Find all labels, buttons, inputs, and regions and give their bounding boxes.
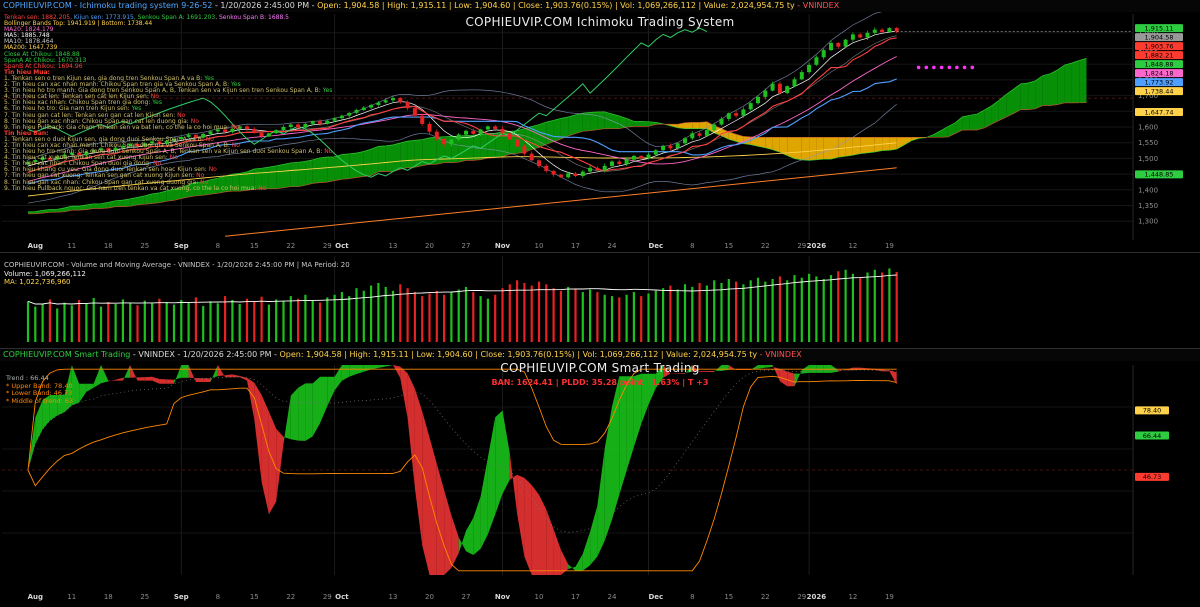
svg-text:20: 20 xyxy=(425,593,434,601)
svg-text:Sep: Sep xyxy=(174,242,189,250)
svg-text:22: 22 xyxy=(286,593,295,601)
svg-text:18: 18 xyxy=(104,242,113,250)
svg-text:22: 22 xyxy=(761,593,770,601)
svg-text:24: 24 xyxy=(608,242,617,250)
svg-text:1,824.18: 1,824.18 xyxy=(1145,69,1174,77)
svg-text:1,882.21: 1,882.21 xyxy=(1145,51,1174,59)
titlebar-segment: - VNINDEX xyxy=(757,350,802,359)
svg-text:1,350: 1,350 xyxy=(1138,202,1158,210)
svg-text:12: 12 xyxy=(848,593,857,601)
svg-text:Aug: Aug xyxy=(28,593,43,601)
ichimoku-chart[interactable]: 1,9001,8501,8001,7501,7001,6501,6001,550… xyxy=(0,12,1200,252)
svg-text:1,848.88: 1,848.88 xyxy=(1145,60,1174,68)
titlebar-segment: COPHIEUVIP.COM - Ichimoku trading system… xyxy=(3,1,213,10)
svg-text:29: 29 xyxy=(323,242,332,250)
svg-text:10: 10 xyxy=(535,593,544,601)
svg-text:29: 29 xyxy=(797,593,806,601)
titlebar-segment: - VNINDEX xyxy=(794,1,840,10)
smart-trading-pane-titlebar[interactable]: COPHIEUVIP.COM Smart Trading - VNINDEX -… xyxy=(0,348,1200,361)
volume-panel: COPHIEUVIP.COM - Volume and Moving Avera… xyxy=(0,252,1200,348)
svg-text:25: 25 xyxy=(140,593,149,601)
svg-text:17: 17 xyxy=(571,593,580,601)
svg-text:12: 12 xyxy=(848,242,857,250)
svg-text:25: 25 xyxy=(140,242,149,250)
svg-text:27: 27 xyxy=(462,242,471,250)
svg-text:1,300: 1,300 xyxy=(1138,218,1158,226)
svg-text:15: 15 xyxy=(250,593,259,601)
smart-trading-panel: 78.40 66.44 46.73 Aug 11 18 25 Sep 8 15 22 29 Oct 13 2… xyxy=(0,359,1200,607)
svg-text:1,550: 1,550 xyxy=(1138,139,1158,147)
svg-text:Dec: Dec xyxy=(648,593,663,601)
svg-text:1,915.11: 1,915.11 xyxy=(1145,24,1174,32)
svg-text:Oct: Oct xyxy=(335,593,349,601)
svg-text:15: 15 xyxy=(250,242,259,250)
svg-text:1,700: 1,700 xyxy=(1138,92,1158,100)
svg-text:8: 8 xyxy=(216,593,220,601)
svg-text:11: 11 xyxy=(67,242,76,250)
svg-text:66.44: 66.44 xyxy=(1143,432,1162,440)
svg-text:24: 24 xyxy=(608,593,617,601)
titlebar-segment: COPHIEUVIP.COM Smart Trading xyxy=(3,350,131,359)
titlebar-segment: - VNINDEX - 1/20/2026 2:45:00 PM - xyxy=(130,350,280,359)
titlebar-segment: Open: 1,904.58 | High: 1,915.11 | Low: 1… xyxy=(279,350,758,359)
svg-text:1,738.44: 1,738.44 xyxy=(1145,87,1174,95)
svg-text:Dec: Dec xyxy=(648,242,663,250)
svg-text:1,400: 1,400 xyxy=(1138,186,1158,194)
svg-text:15: 15 xyxy=(724,593,733,601)
svg-text:13: 13 xyxy=(389,242,398,250)
svg-text:19: 19 xyxy=(885,593,894,601)
svg-text:1,773.92: 1,773.92 xyxy=(1145,78,1174,86)
svg-text:46.73: 46.73 xyxy=(1143,473,1162,481)
svg-text:1,904.58: 1,904.58 xyxy=(1145,33,1174,41)
svg-text:27: 27 xyxy=(462,593,471,601)
ichimoku-pane-titlebar[interactable]: COPHIEUVIP.COM - Ichimoku trading system… xyxy=(0,0,1200,12)
volume-chart[interactable] xyxy=(0,252,1200,348)
svg-text:13: 13 xyxy=(389,593,398,601)
svg-text:Nov: Nov xyxy=(495,593,511,601)
svg-text:22: 22 xyxy=(761,242,770,250)
svg-text:Nov: Nov xyxy=(495,242,511,250)
svg-text:78.40: 78.40 xyxy=(1143,407,1162,415)
svg-text:19: 19 xyxy=(885,242,894,250)
svg-text:18: 18 xyxy=(104,593,113,601)
svg-text:Aug: Aug xyxy=(28,242,43,250)
svg-text:Sep: Sep xyxy=(174,593,189,601)
svg-text:11: 11 xyxy=(67,593,76,601)
svg-text:22: 22 xyxy=(286,242,295,250)
svg-text:1,903.76: 1,903.76 xyxy=(1145,42,1174,50)
titlebar-segment: Open: 1,904.58 | High: 1,915.11 | Low: 1… xyxy=(317,1,795,10)
svg-text:2026: 2026 xyxy=(807,593,827,601)
svg-text:29: 29 xyxy=(323,593,332,601)
svg-text:29: 29 xyxy=(797,242,806,250)
svg-text:8: 8 xyxy=(690,242,694,250)
svg-text:1,500: 1,500 xyxy=(1138,155,1158,163)
svg-text:1,647.74: 1,647.74 xyxy=(1145,108,1174,116)
svg-text:20: 20 xyxy=(425,242,434,250)
svg-text:2026: 2026 xyxy=(807,242,827,250)
titlebar-segment: - 1/20/2026 2:45:00 PM - xyxy=(212,1,318,10)
svg-text:10: 10 xyxy=(535,242,544,250)
ichimoku-panel: 1,9001,8501,8001,7501,7001,6501,6001,550… xyxy=(0,12,1200,252)
svg-text:8: 8 xyxy=(216,242,220,250)
svg-text:Oct: Oct xyxy=(335,242,349,250)
svg-text:8: 8 xyxy=(690,593,694,601)
svg-text:1,448.85: 1,448.85 xyxy=(1145,171,1174,179)
svg-text:15: 15 xyxy=(724,242,733,250)
svg-text:1,600: 1,600 xyxy=(1138,124,1158,132)
svg-text:17: 17 xyxy=(571,242,580,250)
